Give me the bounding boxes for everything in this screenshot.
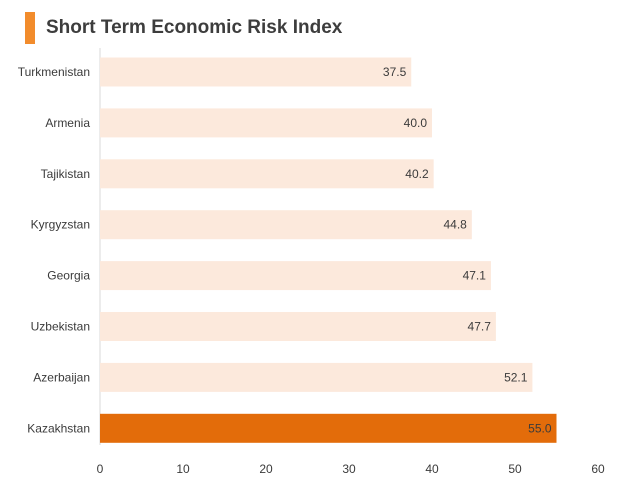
bar-tajikistan [100,159,434,189]
bars-group [100,57,557,443]
bar-azerbaijan [100,362,533,392]
value-label-georgia: 47.1 [463,269,487,283]
bar-georgia [100,261,491,291]
bar-kazakhstan [100,413,557,443]
category-label-azerbaijan: Azerbaijan [33,370,90,384]
category-label-tajikistan: Tajikistan [41,167,90,181]
category-label-georgia: Georgia [47,269,90,283]
chart-title: Short Term Economic Risk Index [46,17,343,38]
value-labels: 37.5 40.0 40.2 44.8 47.1 47.7 52.1 55.0 [383,65,552,435]
value-label-kyrgyzstan: 44.8 [443,218,467,232]
x-tick-label-40: 40 [425,462,439,476]
x-tick-label-10: 10 [176,462,190,476]
x-tick-label-20: 20 [259,462,273,476]
value-label-tajikistan: 40.2 [405,167,429,181]
category-label-turkmenistan: Turkmenistan [18,65,90,79]
value-label-uzbekistan: 47.7 [468,320,492,334]
title-accent-bar [25,12,35,44]
x-axis-ticks: 0 10 20 30 40 50 60 [97,462,605,476]
category-label-kyrgyzstan: Kyrgyzstan [31,218,90,232]
value-label-armenia: 40.0 [404,116,428,130]
bar-kyrgyzstan [100,210,472,240]
bar-turkmenistan [100,57,412,87]
x-tick-label-50: 50 [508,462,522,476]
value-label-kazakhstan: 55.0 [528,421,552,435]
bar-armenia [100,108,432,138]
x-tick-label-0: 0 [97,462,104,476]
value-label-azerbaijan: 52.1 [504,370,528,384]
x-tick-label-60: 60 [591,462,605,476]
category-label-armenia: Armenia [45,116,90,130]
bar-uzbekistan [100,312,496,341]
category-label-kazakhstan: Kazakhstan [27,421,90,435]
category-label-uzbekistan: Uzbekistan [31,320,90,334]
x-tick-label-30: 30 [342,462,356,476]
value-label-turkmenistan: 37.5 [383,65,407,79]
category-labels: Turkmenistan Armenia Tajikistan Kyrgyzstan G… [18,65,91,435]
